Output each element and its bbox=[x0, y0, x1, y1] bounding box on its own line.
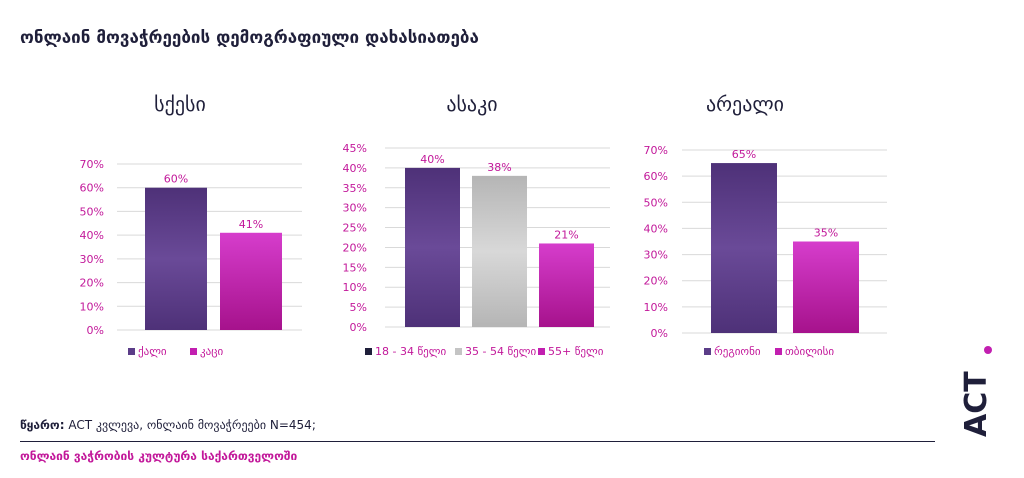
y-tick-label: 10% bbox=[644, 301, 668, 314]
y-tick-label: 10% bbox=[80, 300, 104, 313]
legend-label: კაცი bbox=[200, 345, 223, 358]
source-text: ACT კვლევა, ონლაინ მოვაჭრეები N=454; bbox=[64, 418, 316, 432]
legend-label: ქალი bbox=[138, 345, 167, 358]
data-label: 21% bbox=[554, 228, 578, 241]
y-tick-label: 40% bbox=[644, 222, 668, 235]
bar bbox=[220, 232, 282, 330]
y-tick-label: 20% bbox=[644, 275, 668, 288]
svg-text:ACT: ACT bbox=[959, 371, 994, 437]
legend-swatch bbox=[455, 348, 462, 355]
y-tick-label: 0% bbox=[350, 321, 367, 334]
legend-label: რეგიონი bbox=[714, 345, 761, 358]
bar bbox=[405, 167, 460, 327]
bar bbox=[472, 175, 527, 327]
y-tick-label: 20% bbox=[80, 277, 104, 290]
y-tick-label: 50% bbox=[644, 196, 668, 209]
y-tick-label: 70% bbox=[644, 144, 668, 157]
bar bbox=[793, 241, 859, 333]
footer-title: ონლაინ ვაჭრობის კულტურა საქართველოში bbox=[20, 449, 298, 463]
data-label: 60% bbox=[164, 173, 188, 186]
legend-label: თბილისი bbox=[785, 345, 834, 358]
legend-label: 35 - 54 წელი bbox=[465, 345, 536, 358]
y-tick-label: 10% bbox=[343, 281, 367, 294]
data-label: 35% bbox=[814, 227, 838, 240]
source-note: წყარო: ACT კვლევა, ონლაინ მოვაჭრეები N=4… bbox=[20, 418, 316, 432]
chart-title-gender: სქესი bbox=[154, 92, 206, 116]
footer-divider bbox=[20, 441, 935, 442]
data-label: 65% bbox=[732, 148, 756, 161]
legend-swatch bbox=[190, 348, 197, 355]
y-tick-label: 60% bbox=[80, 182, 104, 195]
y-tick-label: 50% bbox=[80, 205, 104, 218]
bar bbox=[711, 163, 777, 333]
y-tick-label: 20% bbox=[343, 241, 367, 254]
bar bbox=[145, 187, 207, 330]
data-label: 41% bbox=[239, 218, 263, 231]
page-title: ონლაინ მოვაჭრეების დემოგრაფიული დახასიათ… bbox=[20, 28, 479, 48]
y-tick-label: 70% bbox=[80, 158, 104, 171]
legend-swatch bbox=[775, 348, 782, 355]
bar bbox=[539, 243, 594, 327]
y-tick-label: 35% bbox=[343, 182, 367, 195]
act-logo: ACT bbox=[959, 346, 994, 437]
data-label: 40% bbox=[420, 153, 444, 166]
legend-swatch bbox=[365, 348, 372, 355]
y-tick-label: 0% bbox=[651, 327, 668, 340]
legend-swatch bbox=[128, 348, 135, 355]
y-tick-label: 0% bbox=[87, 324, 104, 337]
legend-label: 18 - 34 წელი bbox=[375, 345, 446, 358]
y-tick-label: 40% bbox=[80, 229, 104, 242]
y-tick-label: 60% bbox=[644, 170, 668, 183]
y-tick-label: 30% bbox=[80, 253, 104, 266]
chart-title-age: ასაკი bbox=[446, 92, 498, 116]
legend-label: 55+ წელი bbox=[548, 345, 604, 358]
source-label: წყარო: bbox=[20, 418, 65, 432]
chart-title-area: არეალი bbox=[705, 92, 785, 116]
legend-swatch bbox=[538, 348, 545, 355]
y-tick-label: 30% bbox=[644, 249, 668, 262]
data-label: 38% bbox=[487, 161, 511, 174]
y-tick-label: 45% bbox=[343, 142, 367, 155]
y-tick-label: 40% bbox=[343, 162, 367, 175]
y-tick-label: 25% bbox=[343, 222, 367, 235]
y-tick-label: 30% bbox=[343, 202, 367, 215]
y-tick-label: 5% bbox=[350, 301, 367, 314]
legend-swatch bbox=[704, 348, 711, 355]
y-tick-label: 15% bbox=[343, 261, 367, 274]
